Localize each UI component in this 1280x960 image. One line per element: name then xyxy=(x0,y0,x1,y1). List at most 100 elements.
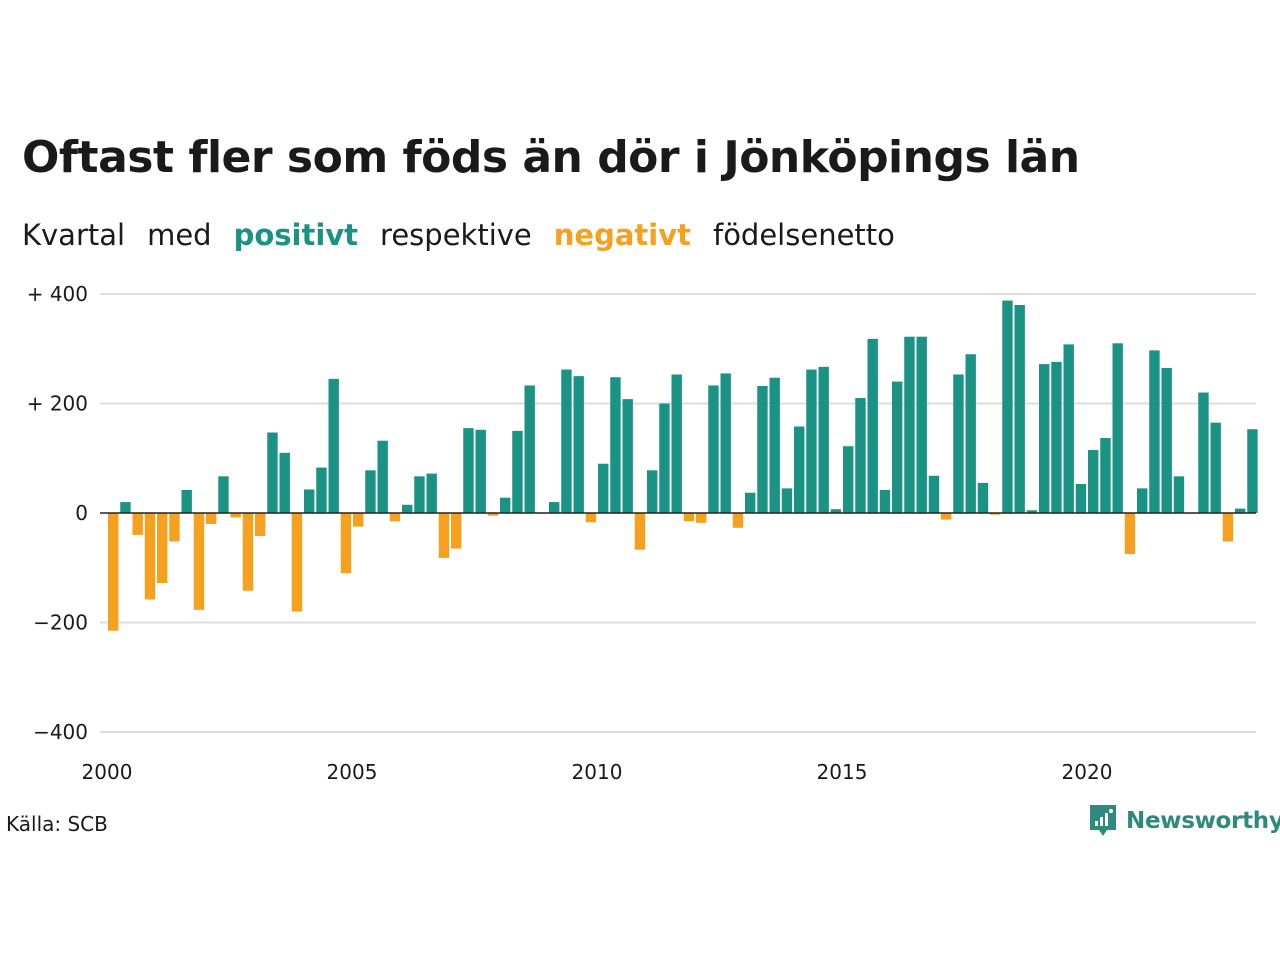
bar xyxy=(916,336,927,513)
bar xyxy=(353,513,364,527)
bar xyxy=(487,513,499,516)
bar xyxy=(1173,476,1185,513)
bar xyxy=(867,338,878,513)
bar xyxy=(1088,450,1099,513)
bar xyxy=(451,513,462,549)
x-tick-label: 2005 xyxy=(327,760,378,784)
bar xyxy=(1124,513,1136,555)
bar xyxy=(1149,350,1160,513)
y-tick-label: −400 xyxy=(33,720,88,744)
bar xyxy=(855,398,866,513)
source-label: Källa: SCB xyxy=(6,812,108,836)
bar xyxy=(304,489,315,513)
bar xyxy=(414,476,425,513)
x-tick-label: 2015 xyxy=(817,760,868,784)
bar xyxy=(1112,343,1123,513)
bar xyxy=(977,482,989,513)
x-tick-label: 2000 xyxy=(82,760,133,784)
x-axis-labels: 2000 2005 2010 2015 2020 xyxy=(82,760,1113,784)
bar xyxy=(1002,300,1013,513)
bar xyxy=(120,502,131,513)
bar xyxy=(965,354,976,513)
bar xyxy=(316,467,327,513)
bar xyxy=(438,513,450,558)
bar xyxy=(610,377,621,513)
subtitle-word: med xyxy=(147,218,212,252)
logo-text: Newsworthy xyxy=(1126,808,1280,834)
bar xyxy=(144,513,156,600)
chart-title: Oftast fler som föds än dör i Jönköpings… xyxy=(22,132,1080,183)
bar xyxy=(524,385,535,513)
bar xyxy=(512,430,523,514)
bar xyxy=(573,376,584,514)
bar xyxy=(794,426,805,513)
bar xyxy=(291,513,303,612)
x-tick-label: 2020 xyxy=(1062,760,1113,784)
bar xyxy=(426,473,437,513)
bar xyxy=(659,403,670,513)
bar xyxy=(1210,422,1221,513)
bar xyxy=(463,428,474,513)
bar xyxy=(879,490,891,513)
bar xyxy=(671,374,682,513)
bar xyxy=(806,369,817,513)
bar xyxy=(941,513,952,520)
bar xyxy=(218,476,229,513)
bar xyxy=(377,440,388,513)
bar xyxy=(500,497,511,513)
bar xyxy=(108,513,119,631)
bar xyxy=(1247,429,1258,513)
bar-chart: + 400 + 200 0 −200 −400 2000 2005 2010 2015 2020 xyxy=(27,282,1258,784)
y-tick-label: −200 xyxy=(33,611,88,635)
bar xyxy=(193,513,205,610)
bar xyxy=(647,470,658,513)
bar xyxy=(365,470,376,513)
bar xyxy=(781,488,793,513)
bar xyxy=(279,452,290,513)
bar xyxy=(830,509,842,513)
bar xyxy=(181,490,192,513)
bar xyxy=(1198,392,1209,513)
subtitle-word: födelsenetto xyxy=(712,218,895,252)
bar xyxy=(549,502,560,513)
bar xyxy=(157,513,168,584)
y-axis-labels: + 400 + 200 0 −200 −400 xyxy=(27,282,88,744)
bar xyxy=(1014,304,1025,513)
bar xyxy=(622,399,633,513)
bar-chart-bubble-icon xyxy=(1090,805,1116,836)
gridlines xyxy=(100,293,1256,733)
bar xyxy=(255,513,266,536)
bar xyxy=(843,446,854,513)
bar xyxy=(598,463,609,513)
bar xyxy=(389,513,401,522)
bar xyxy=(1235,508,1246,513)
bar xyxy=(708,385,719,513)
bar xyxy=(402,504,413,513)
chart-subtitle: Kvartal med positivt respektive negativt föde… xyxy=(22,218,917,252)
newsworthy-logo[interactable]: Newsworthy xyxy=(1088,804,1280,838)
bar xyxy=(892,381,903,513)
bar xyxy=(1222,513,1234,542)
bar xyxy=(720,373,731,513)
bar xyxy=(732,513,744,528)
bar xyxy=(904,336,915,513)
bar xyxy=(757,385,768,513)
bar xyxy=(953,374,964,513)
bar xyxy=(1075,483,1087,513)
bar xyxy=(769,377,780,513)
bar xyxy=(683,513,695,522)
bar xyxy=(475,429,486,513)
y-tick-label: 0 xyxy=(75,501,88,525)
subtitle-positive: positivt xyxy=(233,218,359,252)
subtitle-word: Kvartal xyxy=(22,218,126,252)
bar xyxy=(696,513,707,523)
bar xyxy=(230,513,241,518)
bar xyxy=(1026,510,1038,513)
bar xyxy=(340,513,352,574)
bar xyxy=(328,378,339,513)
bar xyxy=(928,475,940,513)
bar xyxy=(1039,364,1050,513)
bar xyxy=(242,513,254,591)
bar xyxy=(169,513,180,542)
bars xyxy=(108,300,1258,631)
